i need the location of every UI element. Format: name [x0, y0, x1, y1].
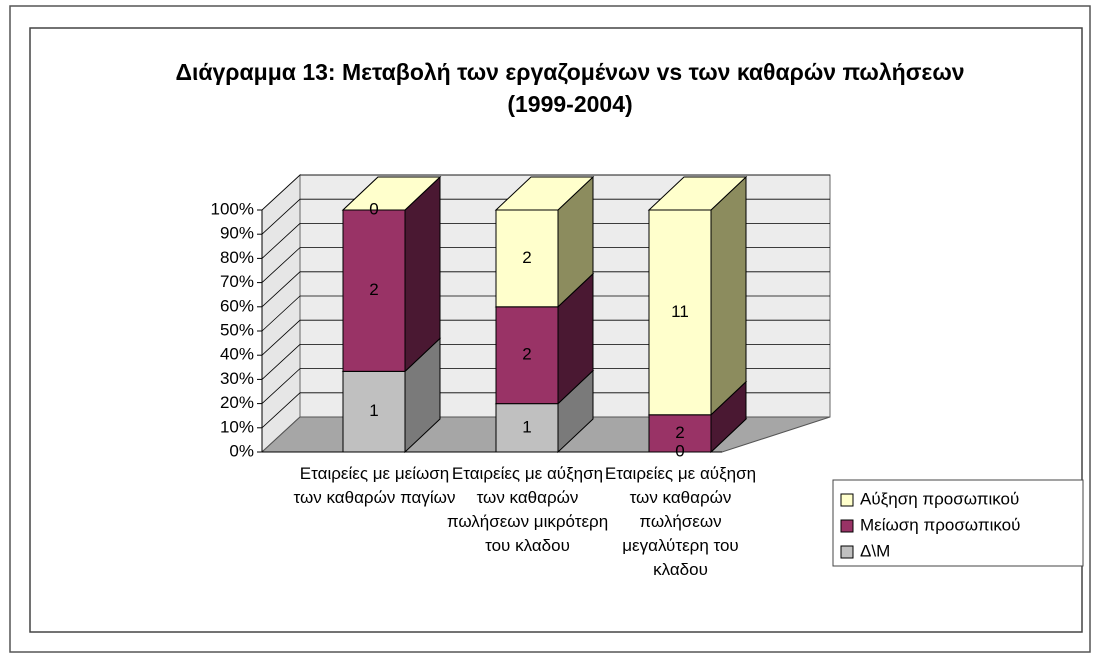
bar-segment [495, 306, 559, 405]
data-label: 1 [522, 417, 531, 436]
outer-frame [9, 5, 1091, 653]
legend-swatch [840, 493, 854, 507]
legend-label: Αύξηση προσωπικού [860, 489, 1019, 508]
bar-segment [495, 209, 559, 308]
legend-label: Δ\Μ [860, 541, 890, 560]
y-tick-label: 10% [220, 417, 254, 436]
grid-line [261, 198, 830, 235]
legend-swatch [840, 519, 854, 533]
y-tick-label: 0% [229, 441, 254, 460]
y-tick-label: 20% [220, 393, 254, 412]
bar-top [341, 176, 442, 211]
y-tick-label: 30% [220, 369, 254, 388]
data-label: 0 [675, 441, 684, 460]
bar-side [710, 175, 747, 416]
data-label: 0 [369, 199, 378, 218]
chart-title: Διάγραμμα 13: Μεταβολή των εργαζομένων v… [175, 59, 965, 117]
bar-top [647, 176, 748, 211]
legend-label: Μείωση προσωπικού [860, 515, 1020, 534]
data-label: 2 [522, 345, 531, 364]
data-label: 2 [369, 280, 378, 299]
y-tick-label: 100% [211, 199, 254, 218]
data-label: 2 [675, 423, 684, 442]
y-tick-label: 70% [220, 272, 254, 291]
grid-line [261, 174, 830, 211]
legend-box [832, 479, 1084, 567]
y-tick-label: 80% [220, 248, 254, 267]
y-tick-label: 40% [220, 345, 254, 364]
bar-top [494, 176, 595, 211]
y-tick-label: 60% [220, 296, 254, 315]
x-tick-label: Εταιρείες με μείωση των καθαρών παγίων [293, 464, 456, 507]
bar-segment [495, 403, 559, 453]
data-label: 11 [671, 302, 689, 321]
bar-segment [648, 414, 712, 453]
chart-frame [29, 27, 1083, 633]
data-label: 2 [522, 248, 531, 267]
x-tick-label: Εταιρείες με αύξηση των καθαρών πωλήσεων… [604, 464, 757, 579]
x-tick-label: Εταιρείες με αύξηση των καθαρών πωλήσεων… [446, 464, 609, 555]
y-tick-label: 50% [220, 320, 254, 339]
y-tick-label: 90% [220, 224, 254, 243]
bar-segment [342, 370, 406, 453]
bar-side [404, 175, 441, 373]
data-label: 1 [369, 401, 378, 420]
legend-swatch [840, 545, 854, 559]
